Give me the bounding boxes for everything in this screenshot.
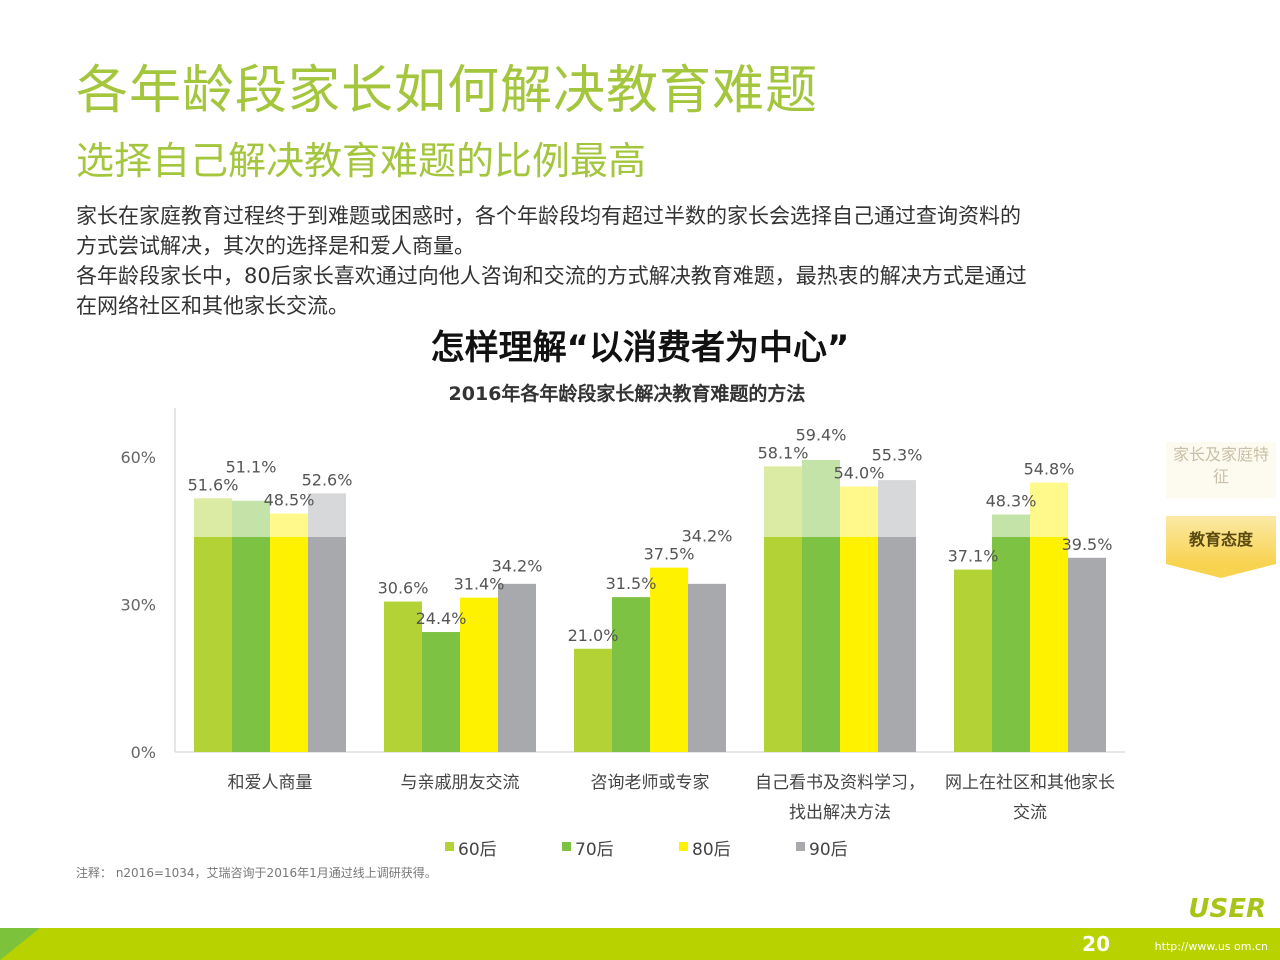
bar-60后 bbox=[194, 498, 232, 752]
data-label: 54.0% bbox=[834, 464, 885, 483]
bar-70后 bbox=[992, 514, 1030, 752]
x-tick-label: 网上在社区和其他家长 bbox=[945, 773, 1115, 793]
data-label: 34.2% bbox=[492, 557, 543, 576]
x-tick-label: 交流 bbox=[1013, 803, 1047, 823]
data-label: 48.5% bbox=[264, 491, 315, 510]
data-label: 37.1% bbox=[948, 547, 999, 566]
x-tick-label: 自己看书及资料学习， bbox=[755, 773, 925, 793]
legend-swatch bbox=[562, 842, 571, 851]
legend-swatch bbox=[445, 842, 454, 851]
y-tick-label: 0% bbox=[131, 743, 156, 762]
x-tick-label: 找出解决方法 bbox=[789, 803, 891, 823]
data-label: 51.6% bbox=[188, 475, 239, 494]
data-label: 34.2% bbox=[682, 527, 733, 546]
data-label: 37.5% bbox=[644, 545, 695, 564]
legend-label: 80后 bbox=[692, 840, 731, 860]
bar-90后 bbox=[1068, 557, 1106, 752]
overlay-title: 怎样理解“以消费者为中心” bbox=[430, 328, 850, 368]
data-label: 30.6% bbox=[378, 579, 429, 598]
footer-band bbox=[0, 928, 1280, 960]
data-label: 51.1% bbox=[226, 457, 277, 476]
body-text-line: 各年龄段家长中，80后家长喜欢通过向他人咨询和交流的方式解决教育难题，最热衷的解… bbox=[76, 264, 1027, 288]
x-tick-label: 咨询老师或专家 bbox=[591, 773, 710, 793]
data-label: 31.5% bbox=[606, 574, 657, 593]
legend-swatch bbox=[796, 842, 805, 851]
body-text-line: 方式尝试解决，其次的选择是和爱人商量。 bbox=[76, 234, 475, 258]
y-tick-label: 30% bbox=[120, 596, 156, 615]
tab-family-features[interactable]: 家长及家庭特征 bbox=[1166, 442, 1276, 498]
data-label: 31.4% bbox=[454, 575, 505, 594]
footer-decoration bbox=[0, 928, 40, 960]
data-label: 48.3% bbox=[986, 492, 1037, 511]
x-tick-label: 与亲戚朋友交流 bbox=[401, 773, 520, 793]
bar-80后 bbox=[460, 597, 498, 752]
data-label: 54.8% bbox=[1024, 460, 1075, 479]
bar-60后 bbox=[954, 569, 992, 752]
bar-90后 bbox=[688, 583, 726, 752]
bar-80后 bbox=[650, 567, 688, 752]
data-label: 24.4% bbox=[416, 609, 467, 628]
legend-label: 90后 bbox=[809, 840, 848, 860]
bar-60后 bbox=[384, 601, 422, 752]
body-text-line: 在网络社区和其他家长交流。 bbox=[76, 294, 349, 318]
page-number: 20 bbox=[1082, 932, 1110, 956]
page-subtitle: 选择自己解决教育难题的比例最高 bbox=[76, 139, 647, 183]
footer-url: http://www.us om.cn bbox=[1154, 940, 1268, 953]
watermark-band bbox=[176, 420, 1126, 537]
data-label: 58.1% bbox=[758, 443, 809, 462]
data-label: 39.5% bbox=[1062, 535, 1113, 554]
bar-70后 bbox=[232, 500, 270, 752]
legend-swatch bbox=[679, 842, 688, 851]
body-text-line: 家长在家庭教育过程终于到难题或困惑时，各个年龄段均有超过半数的家长会选择自己通过… bbox=[76, 204, 1021, 228]
legend-label: 60后 bbox=[458, 840, 497, 860]
legend-label: 70后 bbox=[575, 840, 614, 860]
logo: USER bbox=[1188, 894, 1266, 924]
bar-90后 bbox=[498, 583, 536, 752]
bar-60后 bbox=[574, 648, 612, 752]
data-label: 59.4% bbox=[796, 425, 847, 444]
bar-80后 bbox=[270, 513, 308, 752]
bar-70后 bbox=[422, 632, 460, 752]
chevron-down-icon bbox=[1166, 564, 1276, 578]
bar-70后 bbox=[612, 597, 650, 752]
chart-title: 2016年各年龄段家长解决教育难题的方法 bbox=[449, 382, 806, 405]
page-title: 各年龄段家长如何解决教育难题 bbox=[76, 61, 819, 121]
x-tick-label: 和爱人商量 bbox=[228, 773, 313, 793]
y-tick-label: 60% bbox=[120, 448, 156, 467]
tab-education-attitude[interactable]: 教育态度 bbox=[1166, 516, 1276, 564]
footnote: 注释： n2016=1034，艾瑞咨询于2016年1月通过线上调研获得。 bbox=[76, 866, 437, 880]
data-label: 52.6% bbox=[302, 470, 353, 489]
data-label: 21.0% bbox=[568, 626, 619, 645]
data-label: 55.3% bbox=[872, 446, 923, 465]
